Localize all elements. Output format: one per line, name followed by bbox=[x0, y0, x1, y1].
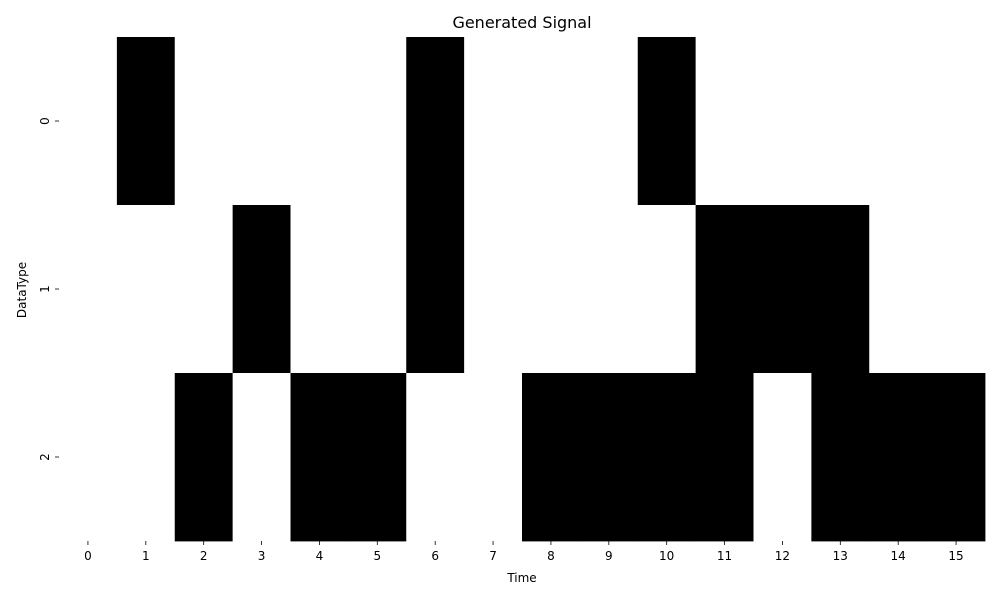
x-tick-label: 3 bbox=[258, 549, 266, 563]
heatmap-cell bbox=[232, 205, 291, 374]
heatmap-cell bbox=[348, 373, 407, 542]
heatmap-cell bbox=[522, 373, 581, 542]
heatmap-cell bbox=[174, 205, 234, 374]
heatmap-cell bbox=[59, 373, 118, 542]
y-axis-label: DataType bbox=[15, 262, 29, 318]
x-tick-label: 15 bbox=[948, 549, 963, 563]
x-tick-label: 7 bbox=[489, 549, 497, 563]
y-axis-ticks: 0 1 2 bbox=[38, 117, 59, 461]
heatmap-cell bbox=[695, 373, 754, 542]
heatmap-cell bbox=[753, 37, 812, 206]
heatmap-cell bbox=[464, 205, 523, 374]
heatmap-cell bbox=[406, 205, 465, 374]
x-tick-label: 5 bbox=[373, 549, 381, 563]
heatmap-cell bbox=[464, 37, 523, 206]
x-tick-label: 1 bbox=[142, 549, 150, 563]
heatmap-cell bbox=[637, 373, 697, 542]
heatmap-cell bbox=[927, 373, 986, 542]
heatmap-cell bbox=[869, 205, 928, 374]
x-axis-label: Time bbox=[506, 571, 536, 585]
heatmap-cell bbox=[579, 205, 639, 374]
heatmap-cell bbox=[927, 205, 986, 374]
x-axis-ticks: 0 1 2 3 4 5 6 7 8 9 10 11 12 13 14 15 bbox=[84, 541, 964, 563]
heatmap-cell bbox=[811, 205, 870, 374]
heatmap-cell bbox=[59, 205, 118, 374]
heatmap-cell bbox=[753, 373, 812, 542]
heatmap-cell bbox=[637, 205, 697, 374]
heatmap-cell bbox=[174, 37, 234, 206]
heatmap-cell bbox=[116, 373, 176, 542]
x-tick-label: 10 bbox=[659, 549, 674, 563]
chart-title: Generated Signal bbox=[452, 13, 591, 32]
x-tick-label: 13 bbox=[833, 549, 848, 563]
heatmap-cell bbox=[579, 373, 639, 542]
heatmap-cell bbox=[232, 37, 291, 206]
y-tick-label: 0 bbox=[38, 117, 52, 125]
heatmap-cell bbox=[116, 205, 176, 374]
x-tick-label: 4 bbox=[316, 549, 324, 563]
x-tick-label: 6 bbox=[431, 549, 439, 563]
x-tick-label: 0 bbox=[84, 549, 92, 563]
heatmap-cell bbox=[290, 205, 349, 374]
heatmap-cell bbox=[811, 37, 870, 206]
heatmap-cell bbox=[695, 205, 754, 374]
heatmap-cell bbox=[637, 37, 697, 206]
heatmap-cell bbox=[174, 373, 234, 542]
heatmap-cell bbox=[869, 37, 928, 206]
heatmap-cell bbox=[579, 37, 639, 206]
heatmap-cell bbox=[406, 373, 465, 542]
heatmap-cell bbox=[522, 205, 581, 374]
heatmap-cell bbox=[753, 205, 812, 374]
heatmap-cell bbox=[464, 373, 523, 542]
y-tick-label: 1 bbox=[38, 285, 52, 293]
heatmap-cell bbox=[348, 205, 407, 374]
x-tick-label: 11 bbox=[717, 549, 732, 563]
x-tick-label: 14 bbox=[891, 549, 906, 563]
heatmap-cell bbox=[811, 373, 870, 542]
x-tick-label: 9 bbox=[605, 549, 613, 563]
y-tick-label: 2 bbox=[38, 453, 52, 461]
heatmap-cells bbox=[59, 37, 986, 542]
heatmap-cell bbox=[59, 37, 118, 206]
heatmap-cell bbox=[406, 37, 465, 206]
x-tick-label: 12 bbox=[775, 549, 790, 563]
heatmap-cell bbox=[290, 373, 349, 542]
heatmap-cell bbox=[927, 37, 986, 206]
heatmap-cell bbox=[348, 37, 407, 206]
heatmap-cell bbox=[522, 37, 581, 206]
x-tick-label: 2 bbox=[200, 549, 208, 563]
heatmap-cell bbox=[695, 37, 754, 206]
heatmap-cell bbox=[290, 37, 349, 206]
heatmap-cell bbox=[116, 37, 176, 206]
heatmap-cell bbox=[232, 373, 291, 542]
heatmap-cell bbox=[869, 373, 928, 542]
x-tick-label: 8 bbox=[547, 549, 555, 563]
